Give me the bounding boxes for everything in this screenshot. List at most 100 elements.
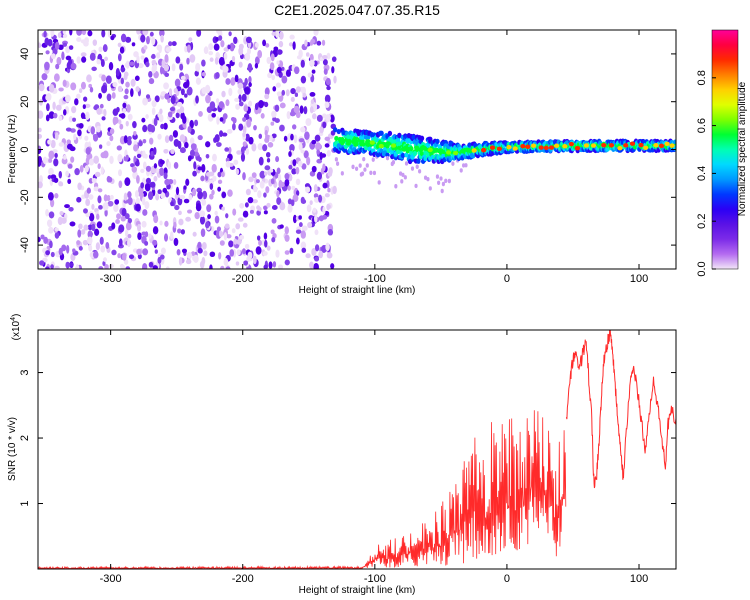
noise-dot [291, 168, 297, 175]
noise-dot [242, 222, 248, 228]
noise-dot [108, 62, 114, 71]
noise-dot [298, 143, 303, 151]
noise-dot [142, 150, 146, 159]
x-tick-label: 100 [630, 573, 648, 585]
snr-x-label: Height of straight line (km) [299, 585, 416, 596]
noise-dot [192, 188, 197, 197]
noise-dot [233, 159, 239, 165]
signal-core-dot [400, 146, 407, 152]
skirt-dot [360, 171, 365, 176]
noise-dot [140, 168, 145, 174]
noise-dot [301, 225, 308, 232]
noise-dot [153, 214, 159, 224]
noise-dot [123, 259, 129, 265]
y-tick-label: 2 [19, 435, 31, 441]
noise-dot [319, 151, 323, 161]
noise-dot [145, 177, 151, 184]
noise-dot [99, 103, 104, 109]
noise-dot [300, 230, 306, 239]
noise-dot [178, 218, 184, 226]
noise-dot [163, 172, 168, 180]
noise-dot [205, 154, 210, 159]
noise-dot [86, 187, 92, 194]
noise-dot [128, 254, 135, 260]
noise-dot [259, 180, 265, 189]
noise-dot [136, 175, 140, 184]
noise-dot [232, 208, 237, 216]
noise-dot [76, 56, 81, 64]
noise-dot [176, 101, 183, 107]
noise-dot [126, 138, 132, 146]
noise-dot [228, 240, 234, 248]
noise-dot [90, 126, 96, 135]
noise-dot [324, 101, 330, 108]
noise-dot [185, 216, 192, 222]
noise-dot [144, 201, 150, 210]
noise-dot [229, 42, 235, 52]
noise-dot [262, 144, 268, 152]
noise-dot [300, 149, 305, 154]
noise-dot [159, 167, 165, 177]
noise-dot [40, 234, 45, 240]
noise-dot [93, 155, 100, 164]
noise-dot [38, 181, 43, 189]
noise-dot [265, 186, 270, 194]
noise-dot [88, 158, 95, 166]
signal-dot [336, 128, 341, 135]
noise-dot [269, 168, 274, 173]
noise-dot [98, 144, 103, 149]
noise-dot [168, 41, 173, 47]
noise-dot [174, 204, 180, 211]
noise-dot [101, 84, 108, 94]
noise-dot [278, 40, 284, 48]
snr-series-line [565, 330, 676, 489]
noise-dot [175, 112, 180, 119]
noise-dot [179, 106, 185, 114]
noise-dot [223, 65, 229, 73]
x-tick-label: -300 [100, 573, 122, 585]
noise-dot [242, 172, 246, 181]
noise-dot [127, 233, 132, 239]
signal-dot [387, 130, 393, 136]
noise-dot [117, 53, 122, 62]
noise-dot [69, 221, 76, 227]
noise-dot [89, 52, 96, 61]
noise-dot [264, 171, 268, 176]
noise-dot [120, 77, 125, 85]
noise-dot [125, 120, 129, 127]
noise-dot [221, 90, 226, 98]
noise-dot [311, 139, 317, 145]
noise-dot [324, 136, 331, 142]
noise-dot [238, 123, 244, 131]
noise-dot [295, 229, 302, 234]
noise-dot [133, 144, 139, 152]
signal-core-dot [629, 141, 636, 146]
noise-dot [106, 175, 111, 183]
noise-dot [260, 113, 265, 119]
noise-dot [222, 113, 228, 120]
noise-dot [118, 119, 122, 125]
noise-dot [218, 101, 225, 109]
x-tick-label: -200 [232, 573, 254, 585]
noise-dot [140, 34, 146, 43]
noise-dot [185, 178, 190, 187]
noise-dot [70, 128, 76, 133]
noise-dot [259, 170, 266, 179]
noise-dot [53, 112, 58, 119]
noise-dot [254, 56, 260, 65]
noise-dot [288, 42, 294, 47]
noise-dot [212, 175, 217, 182]
noise-dot [283, 135, 288, 142]
noise-dot [284, 259, 290, 266]
signal-core-dot [360, 142, 366, 147]
noise-dot [290, 87, 296, 95]
snr-plot-area [38, 330, 676, 569]
noise-dot [78, 223, 83, 230]
noise-dot [322, 59, 328, 66]
noise-dot [266, 56, 271, 65]
noise-dot [100, 152, 107, 159]
noise-dot [144, 182, 151, 192]
noise-dot [140, 55, 145, 60]
noise-dot [125, 36, 132, 43]
noise-dot [262, 251, 268, 256]
